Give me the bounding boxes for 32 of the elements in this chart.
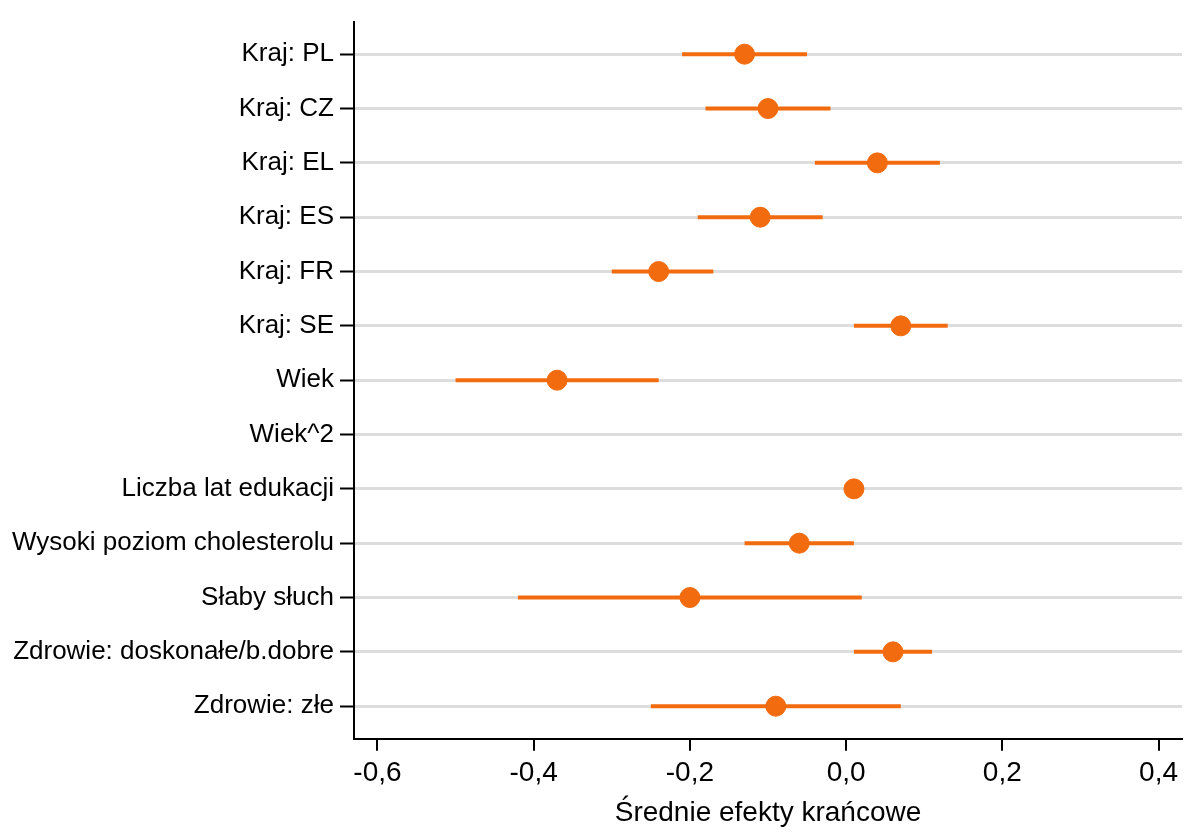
y-tick-label: Zdrowie: złe [193, 689, 334, 720]
y-tick-label: Kraj: ES [238, 200, 334, 231]
x-axis-title: Średnie efekty krańcowe [614, 794, 922, 827]
point [749, 206, 771, 228]
y-tick-label: Wysoki poziom cholesterolu [11, 526, 334, 557]
point [648, 261, 670, 283]
y-tick-label: Wiek [276, 363, 335, 394]
x-tick-label: 0,2 [982, 756, 1022, 788]
point [679, 587, 701, 609]
y-tick-label: Kraj: PL [241, 37, 334, 68]
y-tick-label: Liczba lat edukacji [121, 472, 334, 503]
y-tick-label: Wiek^2 [249, 417, 334, 448]
y-tick-label: Kraj: SE [238, 309, 334, 340]
y-tick-label: Kraj: EL [241, 146, 334, 177]
x-tick-label: -0,4 [509, 756, 558, 788]
point [843, 478, 865, 500]
y-tick-label: Kraj: CZ [238, 91, 335, 122]
point [765, 695, 787, 717]
x-tick-label: -0,6 [353, 756, 402, 788]
x-tick-label: 0,0 [826, 756, 866, 788]
point [882, 641, 904, 663]
y-tick-label: Kraj: FR [238, 254, 334, 285]
point [866, 152, 888, 174]
point [546, 369, 568, 391]
point [734, 43, 756, 65]
x-tick-label: 0,4 [1139, 756, 1179, 788]
point [788, 532, 810, 554]
point [890, 315, 912, 337]
point [757, 98, 779, 120]
y-tick-label: Słaby słuch [201, 580, 334, 611]
y-tick-label: Zdrowie: doskonałe/b.dobre [13, 635, 334, 666]
x-tick-label: -0,2 [665, 756, 715, 788]
